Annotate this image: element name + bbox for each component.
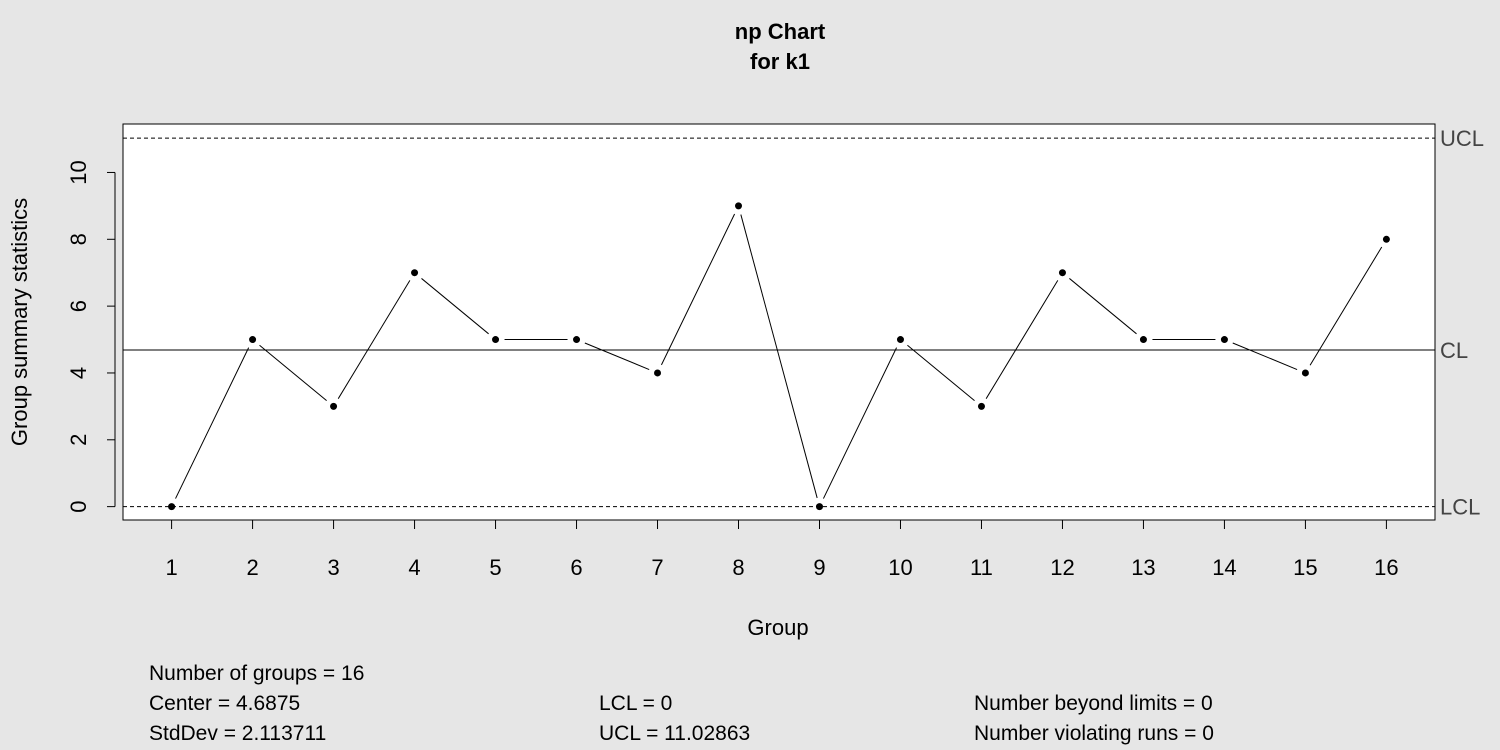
x-tick-label: 14 <box>1212 555 1236 580</box>
chart-subtitle: for k1 <box>750 49 810 74</box>
ucl-label: UCL <box>1440 126 1484 151</box>
data-point <box>492 336 500 344</box>
data-point <box>1139 336 1147 344</box>
y-axis: 0 2 4 6 8 10 <box>66 160 116 513</box>
series-segment <box>985 280 1059 399</box>
stat-ucl: UCL = 11.02863 <box>599 722 750 745</box>
stat-violating-runs: Number violating runs = 0 <box>974 722 1214 745</box>
control-limits: UCL CL LCL <box>123 126 1484 520</box>
series-segment <box>660 213 736 366</box>
series-segment <box>175 347 250 499</box>
stat-center: Center = 4.6875 <box>149 692 300 715</box>
y-tick-label: 10 <box>66 160 91 184</box>
x-tick-label: 15 <box>1293 555 1317 580</box>
data-point <box>168 503 176 511</box>
x-tick-label: 8 <box>732 555 744 580</box>
stat-beyond-limits: Number beyond limits = 0 <box>974 692 1213 715</box>
data-point <box>815 503 823 511</box>
cl-label: CL <box>1440 338 1468 363</box>
y-tick-label: 6 <box>66 300 91 312</box>
x-tick-label: 13 <box>1131 555 1155 580</box>
x-tick-label: 6 <box>570 555 582 580</box>
series-segment <box>337 280 411 399</box>
x-tick-label: 9 <box>813 555 825 580</box>
data-point <box>735 202 743 210</box>
data-point <box>411 269 419 277</box>
plot-area <box>122 123 1436 521</box>
series-segment <box>1309 246 1383 366</box>
stat-lcl: LCL = 0 <box>599 692 672 715</box>
stat-groups: Number of groups = 16 <box>149 662 364 685</box>
x-tick-label: 16 <box>1374 555 1398 580</box>
data-point <box>573 336 581 344</box>
series-segment <box>421 278 489 335</box>
y-tick-label: 4 <box>66 367 91 379</box>
data-point <box>654 369 662 377</box>
data-point <box>1301 369 1309 377</box>
x-tick-label: 2 <box>246 555 258 580</box>
data-point <box>1220 336 1228 344</box>
stat-stddev: StdDev = 2.113711 <box>149 722 326 745</box>
x-tick-label: 5 <box>489 555 501 580</box>
summary-stats: Number of groups = 16 Center = 4.6875 St… <box>149 662 1214 745</box>
x-tick-label: 3 <box>327 555 339 580</box>
series-segment <box>259 344 327 402</box>
chart-title: np Chart <box>735 19 826 44</box>
data-point <box>1382 235 1390 243</box>
x-axis-label: Group <box>747 615 808 640</box>
y-axis-label: Group summary statistics <box>7 198 32 446</box>
x-tick-label: 12 <box>1050 555 1074 580</box>
lcl-label: LCL <box>1440 495 1480 520</box>
data-point <box>977 402 985 410</box>
y-tick-label: 8 <box>66 233 91 245</box>
series-segment <box>584 342 650 370</box>
series-segment <box>1069 278 1137 335</box>
series-segment <box>1232 342 1298 370</box>
series-segment <box>907 344 975 402</box>
series-segment <box>740 214 818 499</box>
x-tick-label: 7 <box>651 555 663 580</box>
y-tick-label: 0 <box>66 501 91 513</box>
series-segment <box>822 347 898 499</box>
data-point <box>1058 269 1066 277</box>
x-tick-label: 1 <box>165 555 177 580</box>
data-point <box>896 336 904 344</box>
data-series <box>168 202 1390 511</box>
data-point <box>330 402 338 410</box>
x-tick-label: 4 <box>408 555 420 580</box>
x-tick-label: 10 <box>888 555 912 580</box>
y-tick-label: 2 <box>66 434 91 446</box>
x-axis: 1 2 3 4 5 6 7 8 9 10 11 12 13 14 15 16 <box>165 520 1399 580</box>
x-tick-label: 11 <box>970 555 993 580</box>
data-point <box>249 336 257 344</box>
